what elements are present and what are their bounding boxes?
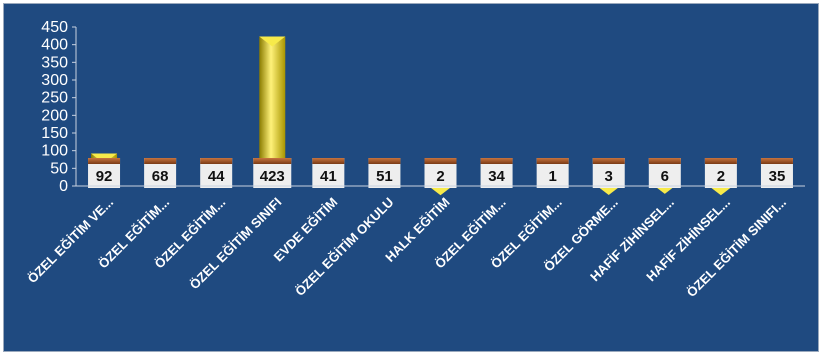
x-tick-label: ÖZEL EĞİTİM SINIFI... [684,195,789,300]
data-label-box-top [144,158,177,164]
data-label: 68 [144,158,177,188]
data-label-box-top [368,158,401,164]
data-label-box-top [704,158,737,164]
y-tick-label: 200 [41,107,68,124]
x-tick-label: ÖZEL EĞİTİM SINIFI [187,195,285,293]
data-label: 2 [424,158,457,188]
x-tick-label: ÖZEL EĞİTİM VE... [25,195,117,287]
y-tick-label: 0 [59,178,68,195]
data-label: 41 [312,158,345,188]
y-tick-label: 300 [41,72,68,89]
data-label-text: 68 [152,168,169,185]
data-label-box-top [253,158,292,164]
data-label-box-top [312,158,345,164]
data-label: 51 [368,158,401,188]
data-label-text: 423 [260,168,285,185]
y-tick-label: 150 [41,125,68,142]
data-label: 3 [592,158,625,188]
data-label-box-top [592,158,625,164]
data-label-box-top [480,158,513,164]
data-label-text: 44 [208,168,225,185]
y-tick-label: 350 [41,54,68,71]
data-label: 6 [648,158,681,188]
bar-cap [259,36,286,47]
data-label: 44 [200,158,233,188]
data-label: 1 [536,158,569,188]
data-label-text: 41 [320,168,337,185]
data-label-box-top [536,158,569,164]
data-label-box-top [88,158,121,164]
y-tick-label: 100 [41,143,68,160]
y-tick-label: 450 [41,19,68,36]
data-label: 92 [88,158,121,188]
data-label-text: 1 [548,168,556,185]
y-tick-label: 50 [50,160,68,177]
data-label-text: 92 [96,168,113,185]
data-label-box-top [424,158,457,164]
x-axis: ÖZEL EĞİTİM VE...ÖZEL EĞİTİM...ÖZEL EĞİT… [25,185,805,300]
data-label-box-top [760,158,793,164]
data-labels: 92 68 44 423 41 51 2 34 1 3 6 2 35 [88,158,793,188]
data-label-text: 2 [717,168,725,185]
data-label: 34 [480,158,513,188]
data-label: 423 [253,158,292,188]
data-label: 35 [760,158,793,188]
data-label: 2 [704,158,737,188]
data-label-text: 3 [605,168,613,185]
data-label-text: 51 [376,168,393,185]
y-tick-label: 250 [41,90,68,107]
chart-area [3,3,819,352]
data-label-text: 6 [661,168,669,185]
y-tick-label: 400 [41,37,68,54]
data-label-box-top [648,158,681,164]
data-label-text: 34 [488,168,505,185]
x-tick-label: ÖZEL EĞİTİM OKULU [292,195,396,299]
data-label-text: 2 [436,168,444,185]
data-label-text: 35 [769,168,786,185]
data-label-box-top [200,158,233,164]
